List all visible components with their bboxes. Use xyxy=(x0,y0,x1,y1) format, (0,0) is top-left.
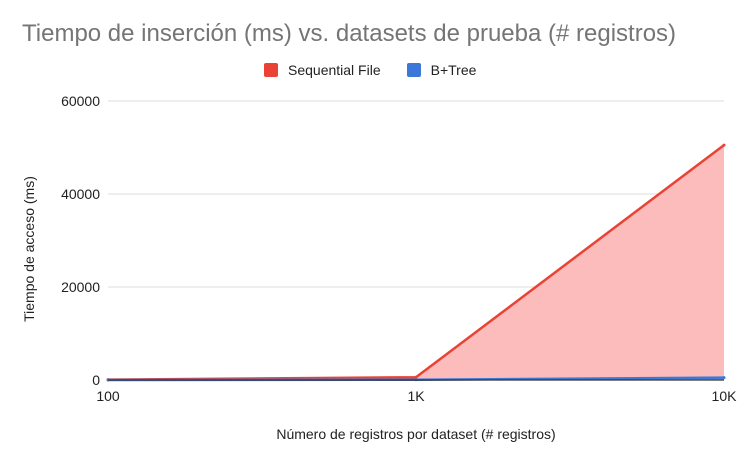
x-tick-labels: 100 1K 10K xyxy=(96,388,737,404)
area-sequential-file xyxy=(108,145,724,380)
x-tick-label: 10K xyxy=(712,388,738,404)
legend-label-sequential-file: Sequential File xyxy=(288,62,381,78)
point-sequential-file xyxy=(722,143,726,147)
legend-label-bplustree: B+Tree xyxy=(430,62,477,78)
y-tick-label: 0 xyxy=(92,372,100,388)
legend-swatch-sequential-file xyxy=(264,63,278,77)
legend: Sequential File B+Tree xyxy=(264,62,502,78)
x-tick-label: 1K xyxy=(407,388,425,404)
y-tick-label: 60000 xyxy=(61,93,100,109)
y-tick-labels: 0 20000 40000 60000 xyxy=(61,93,100,388)
y-axis-title: Tiempo de acceso (ms) xyxy=(21,176,37,322)
legend-item-bplustree: B+Tree xyxy=(406,62,477,78)
y-tick-label: 20000 xyxy=(61,279,100,295)
point-sequential-file xyxy=(414,375,418,379)
legend-item-sequential-file: Sequential File xyxy=(264,62,381,78)
legend-swatch-bplustree xyxy=(406,63,421,77)
point-b-tree xyxy=(722,376,726,380)
chart-title: Tiempo de inserción (ms) vs. datasets de… xyxy=(22,20,677,47)
x-tick-label: 100 xyxy=(96,388,120,404)
y-tick-label: 40000 xyxy=(61,186,100,202)
x-axis-title: Número de registros por dataset (# regis… xyxy=(276,426,555,442)
series-areas xyxy=(108,145,724,380)
